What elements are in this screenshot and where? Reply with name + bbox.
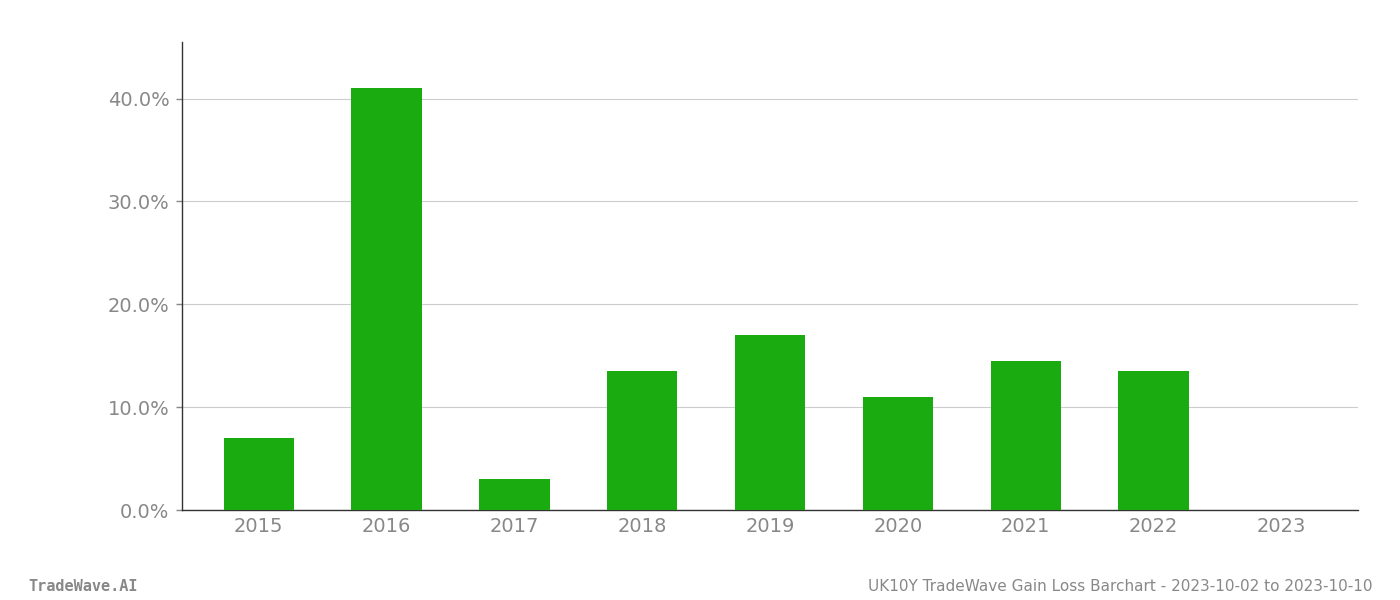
Bar <box>1119 371 1189 510</box>
Text: UK10Y TradeWave Gain Loss Barchart - 2023-10-02 to 2023-10-10: UK10Y TradeWave Gain Loss Barchart - 202… <box>868 579 1372 594</box>
Bar <box>735 335 805 510</box>
Bar <box>351 88 421 510</box>
Bar <box>224 438 294 510</box>
Bar <box>608 371 678 510</box>
Bar <box>479 479 550 510</box>
Bar <box>862 397 932 510</box>
Bar <box>991 361 1061 510</box>
Text: TradeWave.AI: TradeWave.AI <box>28 579 137 594</box>
